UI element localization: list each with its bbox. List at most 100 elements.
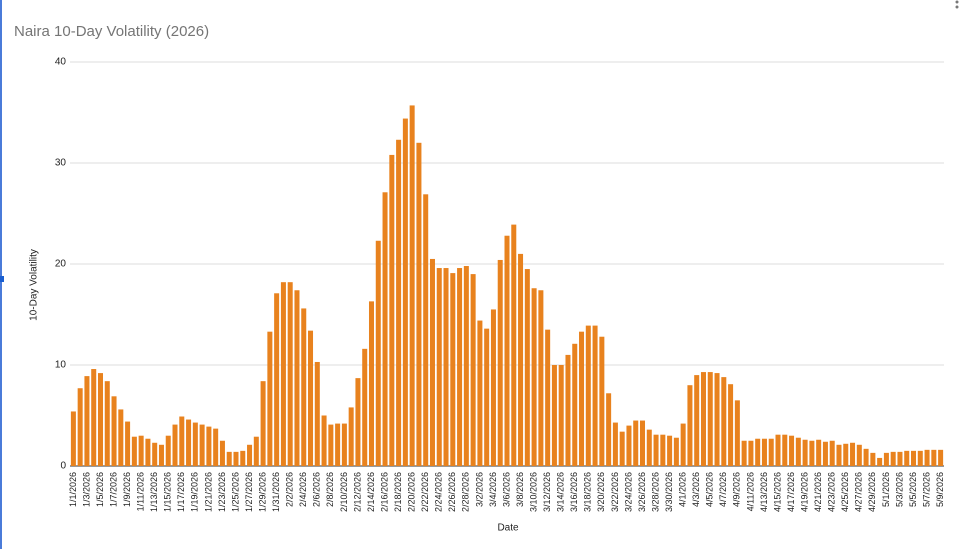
bar bbox=[829, 440, 835, 466]
x-tick-label: 1/3/2026 bbox=[81, 472, 91, 507]
x-tick-label: 4/3/2026 bbox=[691, 472, 701, 507]
x-tick-label: 2/14/2026 bbox=[366, 472, 376, 512]
bar bbox=[741, 440, 747, 466]
x-tick-label: 2/2/2026 bbox=[285, 472, 295, 507]
bar bbox=[402, 118, 408, 466]
bar bbox=[247, 444, 253, 466]
bar bbox=[612, 422, 618, 466]
x-tick-label: 4/9/2026 bbox=[732, 472, 742, 507]
bar bbox=[158, 444, 164, 466]
x-tick-label: 1/17/2026 bbox=[176, 472, 186, 512]
bar bbox=[308, 330, 314, 466]
bar bbox=[97, 373, 103, 466]
y-tick-label: 20 bbox=[55, 259, 67, 270]
x-tick-label: 2/20/2026 bbox=[407, 472, 417, 512]
x-tick-label: 4/15/2026 bbox=[772, 472, 782, 512]
x-tick-label: 3/22/2026 bbox=[610, 472, 620, 512]
bar bbox=[172, 424, 178, 466]
bar bbox=[599, 336, 605, 466]
bar bbox=[511, 224, 517, 466]
bar bbox=[484, 328, 490, 466]
x-tick-label: 2/8/2026 bbox=[325, 472, 335, 507]
bar bbox=[294, 290, 300, 466]
bar bbox=[931, 449, 937, 466]
bar bbox=[680, 423, 686, 466]
bar bbox=[538, 290, 544, 466]
bar bbox=[904, 450, 910, 466]
x-tick-label: 4/13/2026 bbox=[759, 472, 769, 512]
bar bbox=[368, 301, 375, 466]
bar bbox=[836, 444, 842, 466]
x-tick-label: 3/12/2026 bbox=[542, 472, 552, 512]
bar bbox=[565, 354, 571, 466]
x-tick-label: 5/1/2026 bbox=[881, 472, 891, 507]
bar bbox=[84, 376, 90, 466]
x-tick-label: 1/1/2026 bbox=[68, 472, 78, 507]
bar bbox=[728, 384, 734, 466]
bar bbox=[145, 438, 151, 466]
y-tick-label: 0 bbox=[60, 461, 66, 472]
menu-dots[interactable] bbox=[955, 0, 959, 9]
bar bbox=[667, 435, 673, 466]
x-tick-label: 3/10/2026 bbox=[528, 472, 538, 512]
bar bbox=[70, 411, 76, 466]
bar bbox=[802, 439, 808, 466]
bar bbox=[592, 325, 598, 466]
x-tick-label: 4/21/2026 bbox=[813, 472, 823, 512]
resize-handle[interactable] bbox=[0, 276, 4, 282]
bar bbox=[91, 369, 97, 466]
bar bbox=[423, 194, 429, 466]
bar bbox=[606, 393, 612, 466]
bar bbox=[870, 452, 876, 466]
x-tick-label: 4/17/2026 bbox=[786, 472, 796, 512]
bar bbox=[883, 452, 889, 466]
bar bbox=[429, 258, 435, 466]
bar bbox=[226, 451, 232, 466]
bar bbox=[850, 442, 856, 466]
bar bbox=[389, 154, 395, 467]
y-tick-label: 40 bbox=[55, 57, 67, 68]
bar bbox=[911, 450, 917, 466]
bar bbox=[863, 448, 869, 466]
bar bbox=[531, 288, 537, 466]
bar bbox=[138, 435, 144, 466]
x-tick-label: 4/11/2026 bbox=[745, 472, 755, 511]
bar bbox=[721, 377, 727, 466]
x-tick-label: 2/12/2026 bbox=[352, 472, 362, 512]
bar bbox=[396, 139, 402, 466]
bar bbox=[687, 385, 693, 466]
bar bbox=[470, 274, 476, 466]
bar bbox=[131, 436, 137, 466]
bar bbox=[524, 269, 530, 466]
bar bbox=[104, 381, 110, 466]
bar bbox=[619, 431, 625, 466]
x-tick-label: 3/4/2026 bbox=[488, 472, 498, 507]
bar bbox=[280, 282, 286, 466]
bar bbox=[457, 268, 463, 466]
x-tick-label: 1/25/2026 bbox=[230, 472, 240, 512]
bar bbox=[382, 192, 388, 467]
bar bbox=[877, 457, 883, 466]
bar bbox=[572, 343, 578, 466]
bar bbox=[206, 426, 212, 466]
bar bbox=[585, 325, 591, 466]
x-tick-label: 2/6/2026 bbox=[312, 472, 322, 507]
bar bbox=[816, 439, 822, 466]
bar bbox=[748, 440, 754, 466]
bar bbox=[755, 438, 761, 466]
bar bbox=[917, 450, 923, 466]
x-tick-label: 1/7/2026 bbox=[108, 472, 118, 507]
bar bbox=[199, 424, 205, 466]
bar bbox=[477, 320, 483, 466]
bar bbox=[518, 253, 524, 466]
bar bbox=[416, 142, 422, 467]
x-tick-label: 4/23/2026 bbox=[827, 472, 837, 512]
bar bbox=[856, 444, 862, 466]
bar bbox=[843, 443, 849, 466]
x-tick-label: 3/18/2026 bbox=[583, 472, 593, 512]
bar bbox=[341, 423, 347, 466]
x-tick-label: 3/8/2026 bbox=[515, 472, 525, 507]
x-tick-label: 2/10/2026 bbox=[339, 472, 349, 512]
bar bbox=[639, 420, 646, 466]
x-tick-label: 4/27/2026 bbox=[854, 472, 864, 512]
